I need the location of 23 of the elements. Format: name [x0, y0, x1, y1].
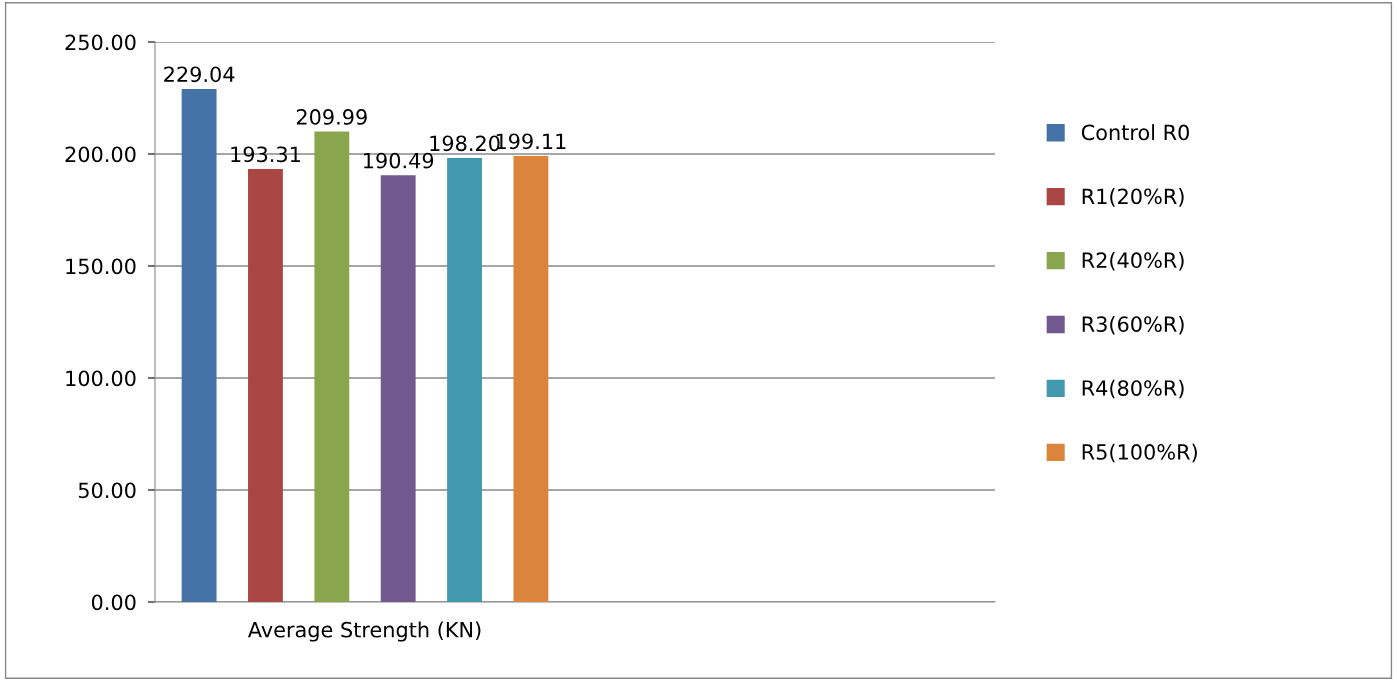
- y-tick-label: 100.00: [66, 370, 136, 387]
- bar: [314, 131, 350, 602]
- bar: [248, 168, 283, 602]
- legend-label: R5(100%R): [1082, 443, 1197, 463]
- y-tick-label: 0.00: [91, 594, 136, 611]
- bar: [513, 155, 549, 602]
- data-label: 209.99: [296, 109, 367, 125]
- legend-label: R3(60%R): [1082, 315, 1184, 335]
- bar: [447, 158, 482, 602]
- data-label: 229.04: [164, 66, 235, 83]
- y-tick-label: 50.00: [78, 482, 136, 499]
- legend-label: R2(40%R): [1082, 251, 1184, 271]
- bar: [380, 175, 416, 602]
- y-tick-label: 150.00: [66, 258, 136, 275]
- x-tick-label: Average Strength (KN): [247, 621, 481, 642]
- data-label: 190.49: [364, 152, 434, 169]
- legend-label: R4(80%R): [1082, 379, 1184, 399]
- legend-label: R1(20%R): [1082, 188, 1184, 207]
- data-label: 193.31: [231, 146, 300, 163]
- y-tick-label: 250.00: [65, 34, 136, 51]
- y-tick-label: 200.00: [65, 146, 136, 163]
- bar: [181, 88, 217, 602]
- legend-label: Control R0: [1081, 124, 1189, 141]
